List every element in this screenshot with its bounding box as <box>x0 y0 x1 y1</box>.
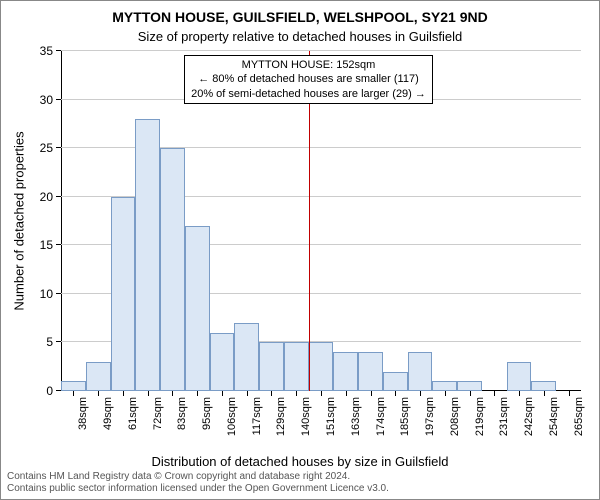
ytick-label: 20 <box>40 190 53 204</box>
ytick-mark <box>56 341 61 342</box>
footer-text: Contains HM Land Registry data © Crown c… <box>7 471 389 495</box>
xtick-label: 117sqm <box>251 397 263 435</box>
ytick-label: 30 <box>40 93 53 107</box>
histogram-bar <box>160 148 185 391</box>
xtick-mark <box>395 391 396 396</box>
xtick-label: 219sqm <box>474 397 486 436</box>
xtick-label: 197sqm <box>424 397 436 436</box>
ytick-label: 5 <box>46 335 53 349</box>
histogram-bar <box>358 352 383 391</box>
histogram-bar <box>234 323 259 391</box>
xtick-label: 208sqm <box>449 397 461 436</box>
annotation-line-1: MYTTON HOUSE: 152sqm <box>191 58 426 72</box>
y-axis-label: Number of detached properties <box>12 131 27 310</box>
histogram-bar <box>333 352 358 391</box>
ytick-mark <box>56 147 61 148</box>
ytick-label: 10 <box>40 287 53 301</box>
xtick-mark <box>321 391 322 396</box>
ytick-mark <box>56 293 61 294</box>
xtick-mark <box>98 391 99 396</box>
plot-area: 0510152025303538sqm49sqm61sqm72sqm83sqm9… <box>61 51 581 391</box>
histogram-bar <box>284 342 309 391</box>
histogram-bar <box>259 342 284 391</box>
xtick-label: 185sqm <box>399 397 411 436</box>
xtick-mark <box>271 391 272 396</box>
chart-title-main: MYTTON HOUSE, GUILSFIELD, WELSHPOOL, SY2… <box>1 9 599 25</box>
xtick-mark <box>172 391 173 396</box>
xtick-mark <box>73 391 74 396</box>
xtick-mark <box>569 391 570 396</box>
xtick-mark <box>445 391 446 396</box>
histogram-bar <box>457 381 482 391</box>
ytick-label: 15 <box>40 238 53 252</box>
xtick-label: 265sqm <box>573 397 585 436</box>
xtick-mark <box>148 391 149 396</box>
footer-line-1: Contains HM Land Registry data © Crown c… <box>7 471 389 483</box>
ytick-label: 25 <box>40 141 53 155</box>
xtick-mark <box>123 391 124 396</box>
xtick-mark <box>296 391 297 396</box>
histogram-bar <box>507 362 532 391</box>
chart-title-sub: Size of property relative to detached ho… <box>1 29 599 44</box>
chart-container: MYTTON HOUSE, GUILSFIELD, WELSHPOOL, SY2… <box>0 0 600 500</box>
histogram-bar <box>135 119 160 391</box>
ytick-mark <box>56 196 61 197</box>
annotation-line-3: 20% of semi-detached houses are larger (… <box>191 87 426 101</box>
xtick-mark <box>247 391 248 396</box>
xtick-label: 95sqm <box>201 397 213 430</box>
xtick-mark <box>494 391 495 396</box>
xtick-label: 61sqm <box>127 397 139 430</box>
ytick-label: 35 <box>40 44 53 58</box>
histogram-bar <box>86 362 111 391</box>
xtick-label: 254sqm <box>548 397 560 436</box>
xtick-mark <box>346 391 347 396</box>
ytick-label: 0 <box>46 384 53 398</box>
histogram-bar <box>61 381 86 391</box>
histogram-bar <box>111 197 136 391</box>
xtick-label: 129sqm <box>275 397 287 436</box>
annotation-box: MYTTON HOUSE: 152sqm← 80% of detached ho… <box>184 55 433 104</box>
xtick-label: 140sqm <box>300 397 312 436</box>
y-axis-line <box>61 51 62 391</box>
xtick-label: 72sqm <box>152 397 164 430</box>
histogram-bar <box>432 381 457 391</box>
xtick-mark <box>470 391 471 396</box>
histogram-bar <box>531 381 556 391</box>
histogram-bar <box>309 342 334 391</box>
x-axis-label: Distribution of detached houses by size … <box>1 454 599 469</box>
xtick-label: 163sqm <box>350 397 362 436</box>
xtick-mark <box>371 391 372 396</box>
xtick-label: 106sqm <box>226 397 238 436</box>
ytick-mark <box>56 99 61 100</box>
histogram-bar <box>408 352 433 391</box>
footer-line-2: Contains public sector information licen… <box>7 483 389 495</box>
histogram-bar <box>210 333 235 391</box>
xtick-label: 174sqm <box>375 397 387 436</box>
ytick-mark <box>56 50 61 51</box>
ytick-mark <box>56 244 61 245</box>
xtick-label: 83sqm <box>176 397 188 430</box>
gridline <box>61 50 581 51</box>
xtick-mark <box>544 391 545 396</box>
histogram-bar <box>383 372 408 391</box>
xtick-mark <box>222 391 223 396</box>
xtick-label: 242sqm <box>523 397 535 436</box>
xtick-label: 151sqm <box>325 397 337 436</box>
annotation-line-2: ← 80% of detached houses are smaller (11… <box>191 72 426 86</box>
xtick-label: 49sqm <box>102 397 114 430</box>
xtick-mark <box>197 391 198 396</box>
histogram-bar <box>185 226 210 391</box>
xtick-mark <box>420 391 421 396</box>
xtick-label: 38sqm <box>77 397 89 430</box>
xtick-label: 231sqm <box>498 397 510 436</box>
xtick-mark <box>519 391 520 396</box>
